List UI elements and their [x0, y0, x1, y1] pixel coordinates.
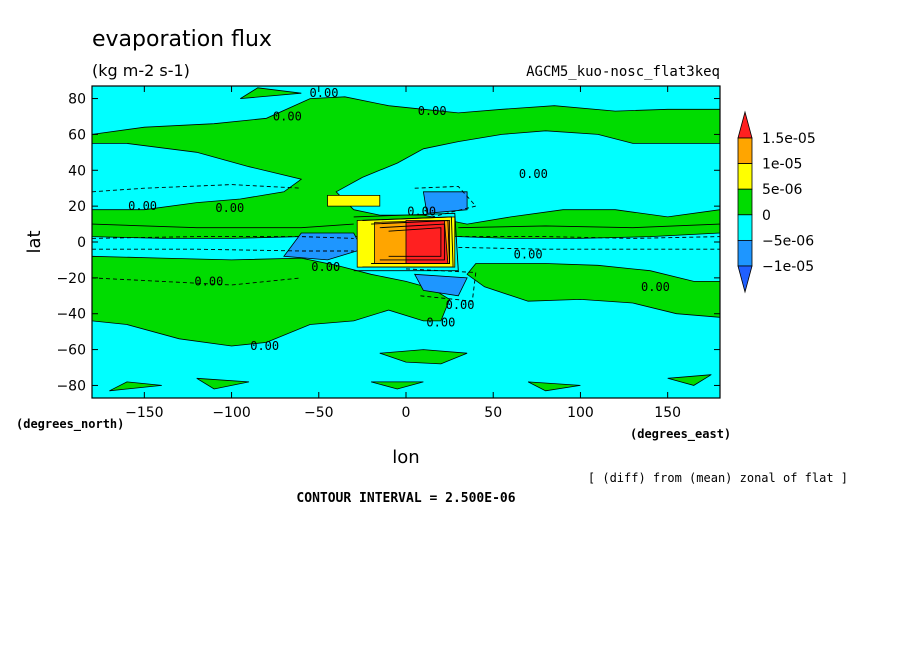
contour-line-4 — [458, 246, 720, 250]
contour-label-5: 0.00 — [215, 201, 244, 215]
contour-region-4 — [109, 381, 162, 392]
colorbar-segment-3 — [737, 188, 753, 216]
x-tick-label-0: −150 — [125, 405, 163, 421]
contour-region-3 — [379, 349, 468, 365]
contour-region-11 — [422, 191, 468, 214]
y-tick-label-4: 0 — [77, 235, 86, 251]
x-tick-label-5: 100 — [567, 405, 594, 421]
y-tick-label-0: −80 — [56, 378, 86, 394]
contour-line-7 — [405, 268, 477, 302]
contour-region-10 — [283, 232, 363, 261]
contour-line-12 — [388, 227, 442, 257]
colorbar-label-0: 1.5e-05 — [762, 131, 816, 147]
filled-regions — [92, 87, 720, 392]
contour-label-11: 0.00 — [426, 316, 455, 330]
x-tick-label-4: 50 — [484, 405, 502, 421]
y-tick-label-6: 40 — [68, 163, 86, 179]
experiment-label: AGCM5_kuo-nosc_flat3keq — [526, 64, 720, 80]
contour-line-13 — [92, 223, 354, 229]
contour-label-6: 0.00 — [407, 205, 436, 219]
contour-line-2 — [92, 236, 354, 239]
colorbar-label-5: −1e-05 — [762, 259, 814, 275]
colorbar-segment-1 — [737, 137, 753, 165]
contour-labels: 0.00 0.00 0.00 0.00 0.00 0.00 0.00 0.00 0.00 0.00… — [128, 86, 670, 353]
colorbar-label-1: 1e-05 — [762, 157, 802, 173]
contour-label-9: 0.00 — [194, 274, 223, 288]
colorbar-top-arrow — [737, 110, 753, 139]
colorbar-label-4: −5e-06 — [762, 233, 814, 249]
contour-lines — [92, 184, 720, 302]
contour-region-9 — [240, 87, 302, 99]
contour-region-13 — [327, 194, 381, 207]
contour-region-5 — [196, 377, 250, 390]
contour-line-6 — [414, 185, 477, 218]
y-tick-label-3: −20 — [56, 271, 86, 287]
contour-line-5 — [458, 236, 720, 239]
contour-region-8 — [667, 374, 712, 386]
contour-line-3 — [92, 248, 354, 252]
contour-region-1 — [92, 255, 451, 347]
y-axis-units: (degrees_north) — [16, 417, 124, 432]
contour-label-10: 0.00 — [446, 298, 475, 312]
contour-line-14 — [458, 223, 720, 229]
contour-label-13: 0.00 — [250, 339, 279, 353]
contour-label-2: 0.00 — [418, 104, 447, 118]
colorbar-segment-4 — [737, 214, 753, 241]
contour-label-8: 0.00 — [311, 260, 340, 274]
colorbar-segment-5 — [737, 239, 753, 267]
contour-region-12 — [414, 273, 468, 297]
chart-units: (kg m-2 s-1) — [92, 61, 190, 80]
x-tick-label-2: −50 — [304, 405, 334, 421]
y-tick-label-1: −60 — [56, 343, 86, 359]
x-tick-label-1: −100 — [212, 405, 250, 421]
y-axis-label: lat — [24, 230, 45, 253]
contour-line-9 — [362, 216, 454, 268]
contour-line-10 — [371, 220, 451, 264]
contour-label-12: 0.00 — [641, 280, 670, 294]
x-tick-label-3: 0 — [402, 405, 411, 421]
x-tick-label-6: 150 — [654, 405, 681, 421]
colorbar: 1.5e-05 1e-05 5e-06 0 −5e-06 −1e-05 — [737, 110, 816, 294]
colorbar-segment-2 — [737, 163, 753, 190]
contour-region-6 — [370, 381, 424, 390]
contour-region-2 — [466, 263, 720, 318]
x-axis-label: lon — [392, 447, 419, 468]
contour-line-11 — [379, 223, 445, 261]
y-tick-label-8: 80 — [68, 92, 86, 108]
y-tick-label-2: −40 — [56, 307, 86, 323]
contour-line-8 — [353, 212, 459, 272]
diff-note: [ (diff) from (mean) zonal of flat ] — [588, 471, 848, 485]
contour-label-0: 0.00 — [310, 86, 339, 100]
colorbar-label-3: 0 — [762, 208, 771, 224]
chart-title: evaporation flux — [92, 27, 272, 52]
contour-region-7 — [527, 381, 581, 392]
colorbar-bottom-arrow — [737, 265, 753, 294]
y-tick-label-7: 60 — [68, 127, 86, 143]
contour-region-16 — [405, 220, 449, 264]
contour-label-4: 0.00 — [128, 199, 157, 213]
contour-label-1: 0.00 — [273, 109, 302, 123]
y-tick-label-5: 20 — [68, 199, 86, 215]
contour-label-3: 0.00 — [519, 167, 548, 181]
contour-label-7: 0.00 — [514, 248, 543, 262]
colorbar-label-2: 5e-06 — [762, 182, 802, 198]
axes: −150 −100 −50 0 50 100 150 −80 −60 −40 −20 0 20 40 60 8… — [56, 86, 720, 421]
x-axis-units: (degrees_east) — [630, 427, 731, 442]
contour-interval: CONTOUR INTERVAL = 2.500E-06 — [296, 491, 515, 506]
